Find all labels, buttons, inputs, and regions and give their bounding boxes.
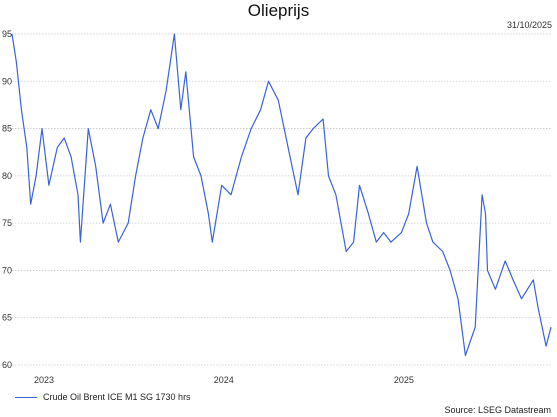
x-tick-label: 2023 (34, 375, 54, 385)
y-tick-label: 85 (2, 124, 12, 134)
y-tick-label: 70 (2, 265, 12, 275)
y-tick-label: 75 (2, 218, 12, 228)
x-axis-labels: 2023 2024 2025 (34, 375, 414, 385)
brent-price-line (11, 33, 552, 357)
legend-swatch (15, 396, 37, 398)
y-tick-label: 80 (2, 171, 12, 181)
y-tick-label: 90 (2, 76, 12, 86)
x-tick-label: 2024 (214, 375, 234, 385)
y-tick-label: 65 (2, 313, 12, 323)
legend-label: Crude Oil Brent ICE M1 SG 1730 hrs (43, 392, 191, 402)
y-tick-label: 95 (2, 29, 12, 39)
x-tick-label: 2025 (394, 375, 414, 385)
y-axis-labels: 60 65 70 75 80 85 90 95 (2, 29, 12, 370)
y-tick-label: 60 (2, 360, 12, 370)
gridlines (12, 33, 551, 366)
chart-date: 31/10/2025 (506, 20, 552, 30)
chart-title: Olieprijs (247, 1, 310, 20)
source-note: Source: LSEG Datastream (444, 405, 551, 415)
legend: Crude Oil Brent ICE M1 SG 1730 hrs (15, 392, 191, 402)
